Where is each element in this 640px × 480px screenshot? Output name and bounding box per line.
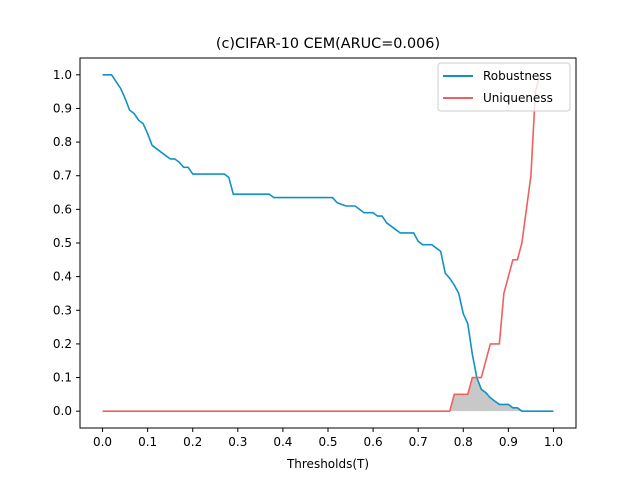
legend: Robustness Uniqueness (437, 62, 571, 112)
x-tick-label: 0.6 (364, 435, 383, 449)
y-tick-label: 0.5 (53, 236, 72, 250)
x-tick-label: 0.2 (183, 435, 202, 449)
y-tick-label: 0.3 (53, 303, 72, 317)
x-tick-label: 0.3 (228, 435, 247, 449)
y-tick-label: 0.4 (53, 270, 72, 284)
x-tick-label: 0.8 (454, 435, 473, 449)
x-tick-label: 0.0 (93, 435, 112, 449)
x-tick-label: 0.7 (409, 435, 428, 449)
series-line-robustness (102, 74, 554, 412)
x-tick-label: 0.5 (318, 435, 337, 449)
x-tick-label: 1.0 (544, 435, 563, 449)
chart-title: (c)CIFAR-10 CEM(ARUC=0.006) (216, 36, 440, 52)
x-tick-label: 0.9 (499, 435, 518, 449)
x-tick-label: 0.1 (138, 435, 157, 449)
y-tick-label: 0.8 (53, 135, 72, 149)
y-tick-label: 0.6 (53, 202, 72, 216)
y-tick-label: 0.9 (53, 101, 72, 115)
series-line-uniqueness (102, 74, 541, 412)
legend-uniqueness-label: Uniqueness (483, 91, 553, 105)
legend-robustness-label: Robustness (483, 69, 552, 83)
y-tick-label: 0.0 (53, 404, 72, 418)
y-tick-label: 0.7 (53, 169, 72, 183)
x-tick-label: 0.4 (273, 435, 292, 449)
x-axis-ticks: 0.0 0.1 0.2 0.3 0.4 0.5 0.6 0.7 0.8 0.9 1.0 (93, 428, 563, 449)
y-tick-label: 0.1 (53, 371, 72, 385)
x-axis-label: Thresholds(T) (286, 457, 369, 471)
y-axis-ticks: 0.0 0.1 0.2 0.3 0.4 0.5 0.6 0.7 0.8 0.9 1.0 (53, 68, 80, 418)
y-tick-label: 1.0 (53, 68, 72, 82)
series-lines (102, 74, 554, 412)
y-tick-label: 0.2 (53, 337, 72, 351)
